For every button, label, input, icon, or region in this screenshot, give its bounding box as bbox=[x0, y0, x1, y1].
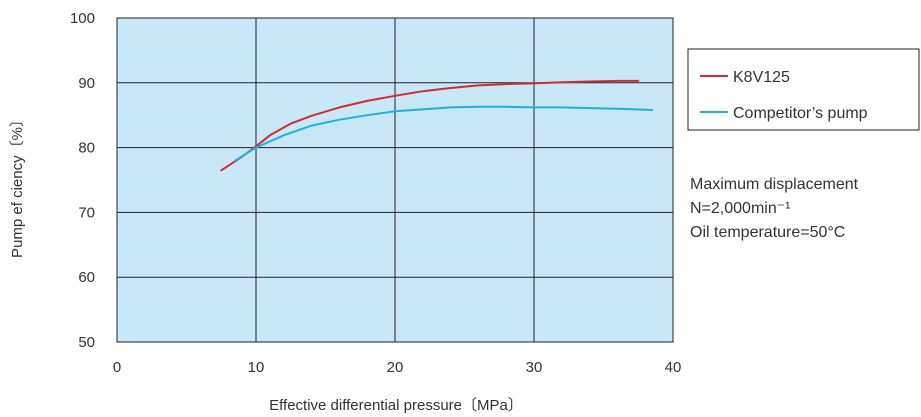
y-tick-label: 100 bbox=[70, 10, 95, 27]
plot-frame bbox=[116, 17, 674, 343]
legend-box bbox=[687, 48, 920, 131]
series-lines bbox=[220, 79, 654, 172]
x-tick-label: 0 bbox=[113, 359, 121, 376]
legend-label-2: Competitor’s pump bbox=[733, 105, 868, 122]
y-tick-label: 90 bbox=[78, 75, 95, 92]
y-tick-label: 60 bbox=[78, 269, 95, 286]
y-axis-title: Pump ef ciency〔%〕 bbox=[9, 112, 26, 258]
y-axis-ticks: 50 60 70 80 90 100 bbox=[70, 10, 95, 351]
x-tick-label: 40 bbox=[665, 359, 682, 376]
legend: K8V125 Competitor’s pump bbox=[687, 48, 920, 131]
y-tick-label: 50 bbox=[78, 334, 95, 351]
legend-label-1: K8V125 bbox=[733, 69, 790, 86]
series-line-1 bbox=[220, 79, 640, 172]
y-tick-label: 80 bbox=[78, 140, 95, 157]
y-tick-label: 70 bbox=[78, 204, 95, 221]
series-line-2 bbox=[234, 105, 654, 162]
note-line-3: Oil temperature=50°C bbox=[690, 224, 845, 241]
note-line-2: N=2,000min⁻¹ bbox=[690, 200, 791, 217]
x-axis-ticks: 0 10 20 30 40 bbox=[113, 359, 682, 376]
x-tick-label: 20 bbox=[387, 359, 404, 376]
note-line-1: Maximum displacement bbox=[690, 176, 859, 193]
x-tick-label: 30 bbox=[526, 359, 543, 376]
test-conditions-note: Maximum displacement N=2,000min⁻¹ Oil te… bbox=[690, 176, 859, 241]
x-tick-label: 10 bbox=[248, 359, 265, 376]
x-axis-title: Effective differential pressure〔MPa〕 bbox=[269, 397, 523, 414]
